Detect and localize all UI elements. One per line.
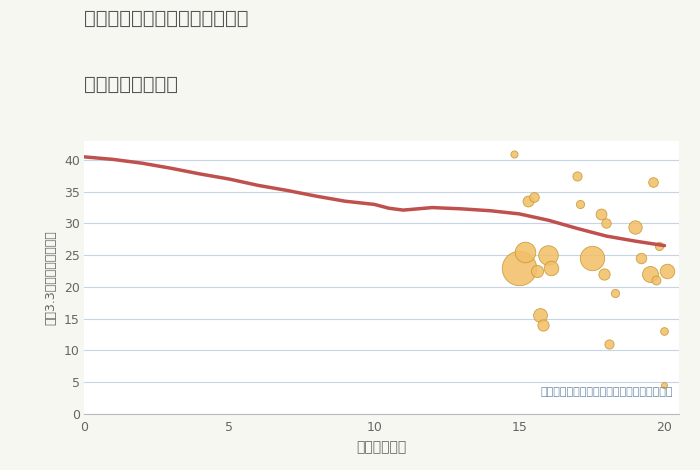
Point [630,223,641,230]
Point [528,193,540,201]
Point [650,277,662,284]
Text: 大阪府堺市美原区さつき野東の: 大阪府堺市美原区さつき野東の [84,9,248,28]
Point [575,201,586,208]
Point [595,210,606,218]
Point [659,328,670,335]
X-axis label: 駅距離（分）: 駅距離（分） [356,440,407,454]
Point [531,267,542,275]
Point [648,179,659,186]
Point [653,242,664,250]
Point [514,264,525,272]
Text: 円の大きさは、取引のあった物件面積を示す: 円の大きさは、取引のあった物件面積を示す [540,387,673,397]
Point [587,255,598,262]
Point [546,264,557,272]
Point [522,197,533,205]
Point [572,172,583,180]
Text: 駅距離別土地価格: 駅距離別土地価格 [84,75,178,94]
Point [519,248,531,256]
Point [636,255,647,262]
Point [610,290,621,297]
Point [601,219,612,227]
Point [542,251,554,259]
Y-axis label: 坪（3.3㎡）単価（万円）: 坪（3.3㎡）単価（万円） [44,230,57,325]
Point [603,340,615,348]
Point [598,270,609,278]
Point [662,267,673,275]
Point [659,381,670,389]
Point [645,270,656,278]
Point [537,321,548,329]
Point [508,150,519,157]
Point [534,312,545,319]
